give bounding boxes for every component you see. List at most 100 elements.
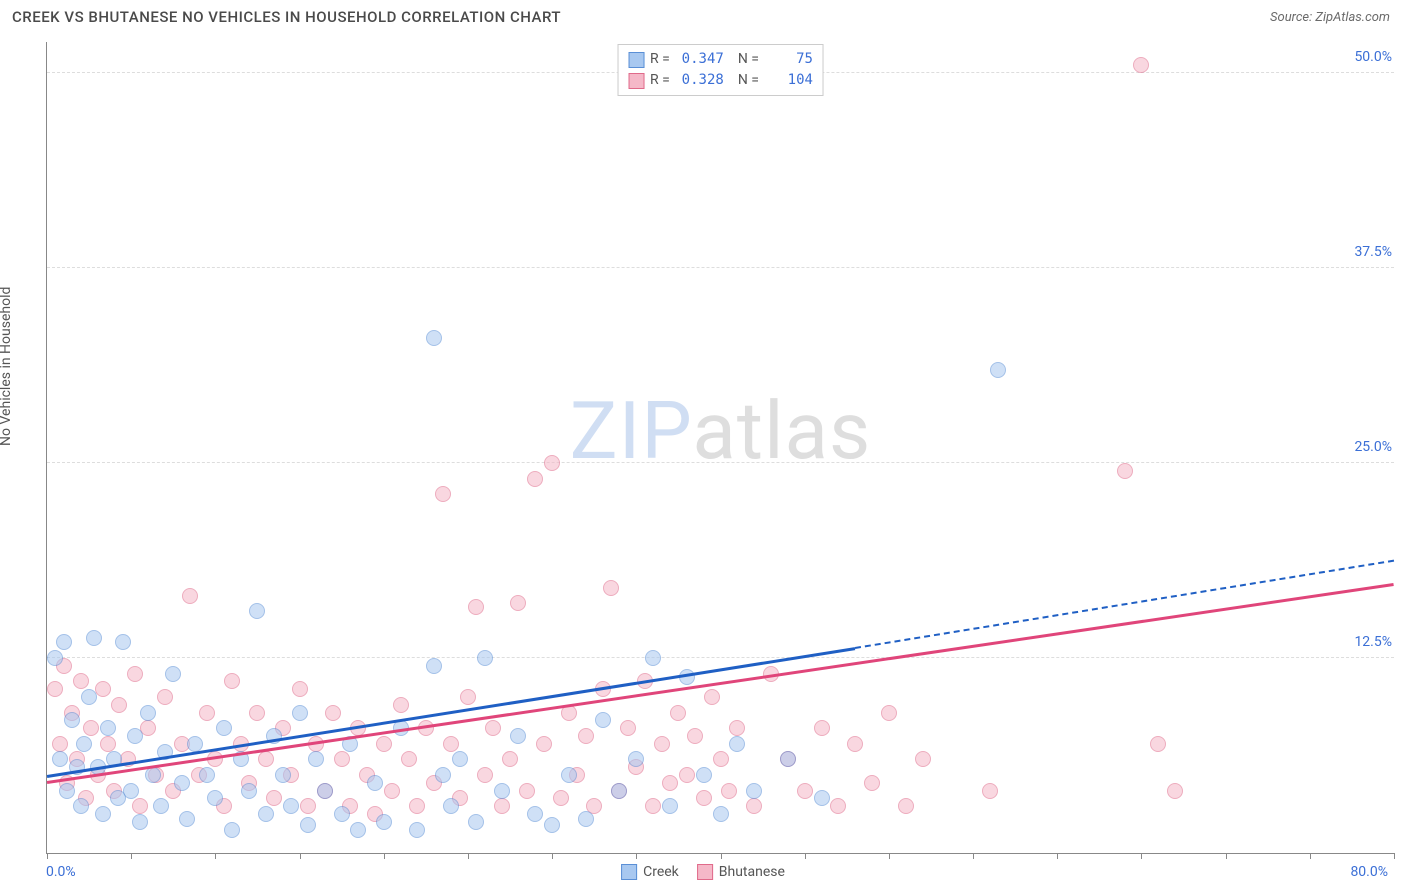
- bhutanese-point: [292, 681, 308, 697]
- bhutanese-point: [746, 798, 762, 814]
- bhutanese-point: [915, 751, 931, 767]
- creek-point: [115, 634, 131, 650]
- creek-point: [140, 705, 156, 721]
- x-tick: [1057, 853, 1058, 859]
- x-tick: [1394, 853, 1395, 859]
- creek-point: [174, 775, 190, 791]
- bhutanese-point: [52, 736, 68, 752]
- x-axis-end: 80.0%: [1350, 864, 1388, 880]
- creek-point: [308, 751, 324, 767]
- creek-point: [52, 751, 68, 767]
- chart-source: Source: ZipAtlas.com: [1270, 10, 1390, 25]
- bhutanese-point: [83, 720, 99, 736]
- bhutanese-point: [485, 720, 501, 736]
- creek-point: [100, 720, 116, 736]
- bhutanese-point: [679, 767, 695, 783]
- creek-point: [468, 814, 484, 830]
- creek-point: [153, 798, 169, 814]
- creek-point: [696, 767, 712, 783]
- bhutanese-point: [696, 790, 712, 806]
- bhutanese-point: [502, 751, 518, 767]
- creek-point: [64, 712, 80, 728]
- creek-point: [283, 798, 299, 814]
- bhutanese-point: [519, 783, 535, 799]
- bhutanese-point: [687, 728, 703, 744]
- creek-point: [224, 822, 240, 838]
- creek-point: [165, 666, 181, 682]
- creek-point: [86, 630, 102, 646]
- bhutanese-point: [376, 736, 392, 752]
- creek-point: [258, 806, 274, 822]
- creek-point: [132, 814, 148, 830]
- creek-point: [145, 767, 161, 783]
- creek-point: [561, 767, 577, 783]
- legend-item: Bhutanese: [697, 864, 785, 880]
- creek-point: [56, 634, 72, 650]
- creek-point: [249, 603, 265, 619]
- bhutanese-point: [325, 705, 341, 721]
- x-tick: [636, 853, 637, 859]
- creek-point: [746, 783, 762, 799]
- bhutanese-point: [1150, 736, 1166, 752]
- bhutanese-point: [797, 783, 813, 799]
- legend-item: Creek: [621, 864, 679, 880]
- bhutanese-point: [713, 751, 729, 767]
- bhutanese-point: [814, 720, 830, 736]
- creek-point: [494, 783, 510, 799]
- bhutanese-point: [435, 486, 451, 502]
- bhutanese-point: [111, 697, 127, 713]
- bhutanese-point: [544, 455, 560, 471]
- correlation-legend: R =0.347N =75R =0.328N =104: [617, 44, 824, 96]
- creek-point: [510, 728, 526, 744]
- x-tick: [131, 853, 132, 859]
- creek-point: [179, 811, 195, 827]
- bhutanese-point: [494, 798, 510, 814]
- x-tick: [1226, 853, 1227, 859]
- creek-point: [47, 650, 63, 666]
- bhutanese-point: [864, 775, 880, 791]
- x-tick: [468, 853, 469, 859]
- creek-point: [123, 783, 139, 799]
- creek-point: [595, 712, 611, 728]
- bhutanese-point: [384, 783, 400, 799]
- bhutanese-point: [73, 673, 89, 689]
- creek-point: [426, 330, 442, 346]
- creek-point: [292, 705, 308, 721]
- y-tick-label: 50.0%: [1350, 49, 1396, 65]
- scatter-chart: R =0.347N =75R =0.328N =104 ZIPatlas 12.…: [46, 42, 1394, 854]
- creek-point: [317, 783, 333, 799]
- creek-point: [578, 811, 594, 827]
- creek-point: [409, 822, 425, 838]
- creek-point: [729, 736, 745, 752]
- bhutanese-point: [258, 751, 274, 767]
- creek-point: [199, 767, 215, 783]
- creek-point: [95, 806, 111, 822]
- creek-point: [59, 783, 75, 799]
- creek-point: [426, 658, 442, 674]
- x-tick: [47, 853, 48, 859]
- x-tick: [805, 853, 806, 859]
- bhutanese-point: [704, 689, 720, 705]
- x-axis-start: 0.0%: [46, 864, 76, 880]
- bhutanese-point: [100, 736, 116, 752]
- bhutanese-point: [898, 798, 914, 814]
- creek-point: [443, 798, 459, 814]
- x-tick: [973, 853, 974, 859]
- bhutanese-point: [47, 681, 63, 697]
- creek-point: [376, 814, 392, 830]
- bhutanese-point: [1117, 463, 1133, 479]
- bhutanese-point: [721, 783, 737, 799]
- creek-point: [127, 728, 143, 744]
- y-axis-label: No Vehicles in Household: [0, 287, 14, 446]
- watermark: ZIPatlas: [570, 384, 872, 478]
- trend-line: [855, 560, 1394, 649]
- creek-point: [780, 751, 796, 767]
- bhutanese-point: [409, 798, 425, 814]
- creek-point: [216, 720, 232, 736]
- creek-point: [334, 806, 350, 822]
- bhutanese-point: [477, 767, 493, 783]
- y-tick-label: 37.5%: [1350, 244, 1396, 260]
- creek-point: [187, 736, 203, 752]
- bhutanese-point: [662, 775, 678, 791]
- creek-point: [527, 806, 543, 822]
